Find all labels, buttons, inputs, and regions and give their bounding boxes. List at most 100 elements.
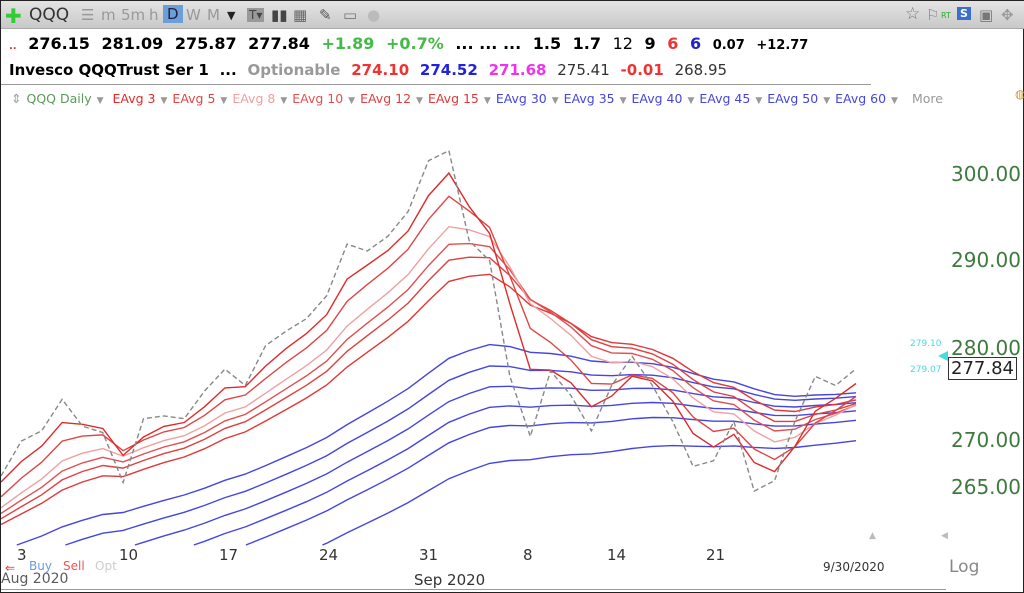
arrow-icon[interactable]: ⇐ bbox=[5, 561, 16, 575]
legend-item[interactable]: EAvg 60 bbox=[835, 91, 887, 106]
p3: 271.68 bbox=[488, 61, 547, 79]
legend-item[interactable]: EAvg 15 bbox=[427, 91, 479, 106]
interval-m[interactable]: m bbox=[101, 6, 116, 24]
y-tick-label: 280.00 bbox=[951, 336, 1021, 361]
bottom-divider bbox=[1, 589, 946, 590]
chevron-down-icon[interactable]: ▼ bbox=[348, 96, 356, 106]
chevron-down-icon[interactable]: ▼ bbox=[483, 96, 491, 106]
legend-item[interactable]: EAvg 5 bbox=[172, 91, 216, 106]
chevron-down-icon[interactable]: ▼ bbox=[891, 96, 898, 106]
note-icon[interactable]: ▭ bbox=[343, 6, 358, 24]
legend-item[interactable]: EAvg 50 bbox=[767, 91, 819, 106]
legend-item[interactable]: EAvg 30 bbox=[495, 91, 547, 106]
chevron-down-icon[interactable]: ▼ bbox=[220, 96, 228, 106]
x-tick-label: 17 bbox=[219, 546, 239, 564]
x-tick-label: 24 bbox=[319, 546, 339, 564]
left-date-label: Aug 2020 bbox=[1, 571, 69, 587]
optionable-label: Optionable bbox=[247, 61, 341, 79]
ema-line-40 bbox=[134, 385, 857, 546]
chevron-down-icon[interactable]: ▼ bbox=[416, 96, 423, 106]
ema-line-8 bbox=[1, 225, 857, 509]
legend-item[interactable]: EAvg 35 bbox=[563, 91, 615, 106]
chevron-down-icon[interactable]: ▼ bbox=[823, 96, 831, 106]
log-scale-toggle[interactable]: Log bbox=[949, 557, 980, 577]
v7: 0.07 bbox=[712, 38, 745, 53]
star-icon[interactable]: ☆ bbox=[905, 4, 921, 24]
text-tool-icon[interactable]: T▾ bbox=[247, 8, 265, 22]
bar-chart-icon[interactable]: ▮▮ bbox=[271, 6, 288, 24]
legend-item[interactable]: EAvg 45 bbox=[699, 91, 751, 106]
legend-item[interactable]: EAvg 3 bbox=[112, 91, 156, 106]
ema-line-15 bbox=[1, 273, 857, 526]
p5: -0.01 bbox=[620, 61, 664, 79]
y-tick-label: 300.00 bbox=[951, 162, 1021, 186]
v4: 9 bbox=[644, 34, 656, 53]
ema-line-45 bbox=[193, 401, 857, 546]
globe-icon[interactable]: ◍ bbox=[1015, 87, 1024, 101]
rt-label[interactable]: RT bbox=[941, 11, 951, 20]
y-tick-label: 270.00 bbox=[951, 428, 1021, 453]
interval-mo[interactable]: M bbox=[207, 6, 220, 24]
price-chart[interactable] bbox=[1, 85, 946, 547]
ema-line-50 bbox=[245, 416, 857, 546]
close-value: 277.84 bbox=[248, 34, 310, 53]
legend-item[interactable]: EAvg 12 bbox=[360, 91, 412, 106]
grid-icon[interactable]: ▦ bbox=[293, 6, 308, 24]
last-price-box: 277.84 bbox=[948, 357, 1017, 380]
ema-line-30 bbox=[16, 343, 857, 546]
v8: +12.77 bbox=[756, 38, 809, 53]
interval-d[interactable]: D bbox=[163, 5, 183, 23]
price-marker-icon bbox=[938, 351, 948, 361]
save-icon[interactable]: ▣ bbox=[979, 6, 994, 24]
legend-item[interactable]: EAvg 10 bbox=[292, 91, 344, 106]
share-icon[interactable]: ● bbox=[367, 6, 381, 24]
chevron-down-icon[interactable]: ▼ bbox=[687, 96, 695, 106]
ema-line-5 bbox=[1, 195, 857, 498]
scroll-left-icon[interactable]: ◀ bbox=[941, 531, 948, 541]
x-tick-label: 3 bbox=[17, 546, 27, 564]
p1: 274.10 bbox=[351, 61, 410, 79]
buy-button[interactable]: Buy bbox=[29, 559, 52, 573]
chevron-down-icon[interactable]: ▼ bbox=[551, 96, 559, 106]
flag-icon[interactable]: ⚐ bbox=[926, 6, 940, 24]
move-icon[interactable]: ✥ bbox=[1001, 6, 1014, 24]
interval-5m[interactable]: 5m bbox=[121, 6, 146, 24]
interval-w[interactable]: W bbox=[186, 6, 201, 24]
list-icon[interactable]: ☰ bbox=[81, 6, 95, 24]
pencil-icon[interactable]: ✎ bbox=[319, 6, 332, 24]
x-tick-label: 8 bbox=[523, 546, 533, 564]
add-icon[interactable]: ✚ bbox=[5, 4, 22, 28]
chevron-down-icon[interactable]: ▼ bbox=[280, 96, 288, 106]
p6: 268.95 bbox=[674, 61, 728, 79]
p2: 274.52 bbox=[419, 61, 478, 79]
dropdown-icon[interactable]: ▼ bbox=[227, 9, 236, 22]
legend-item[interactable]: EAvg 40 bbox=[631, 91, 683, 106]
price-line bbox=[1, 149, 857, 493]
more-button[interactable]: More bbox=[911, 91, 943, 106]
x-tick-label: 31 bbox=[419, 546, 439, 564]
sell-button[interactable]: Sell bbox=[63, 559, 85, 573]
chevron-down-icon[interactable]: ▼ bbox=[619, 96, 627, 106]
chevron-down-icon[interactable]: ▼ bbox=[755, 96, 763, 106]
s-button[interactable]: S bbox=[957, 7, 971, 20]
chevron-down-icon[interactable]: ▼ bbox=[96, 96, 104, 106]
reorder-icon[interactable]: ⇕ bbox=[11, 91, 22, 106]
ema-line-35 bbox=[65, 365, 857, 546]
info-dots[interactable]: ... bbox=[219, 61, 237, 79]
divider bbox=[1, 84, 871, 85]
v5: 6 bbox=[667, 34, 679, 53]
opt-button[interactable]: Opt bbox=[95, 559, 117, 573]
legend-main[interactable]: QQQ Daily bbox=[26, 91, 92, 106]
dot-marker: .. bbox=[9, 41, 17, 52]
cyan-low-label: 279.07 bbox=[910, 365, 942, 375]
chevron-down-icon[interactable]: ▼ bbox=[160, 96, 168, 106]
change-pct-value: +0.7% bbox=[385, 34, 444, 53]
scroll-up-icon[interactable]: ▲ bbox=[869, 531, 876, 541]
legend-item[interactable]: EAvg 8 bbox=[232, 91, 276, 106]
high-value: 281.09 bbox=[101, 34, 164, 53]
quote-row: .. 276.15 281.09 275.87 277.84 +1.89 +0.… bbox=[9, 34, 814, 53]
symbol-label[interactable]: QQQ bbox=[29, 5, 70, 25]
ema-line-3 bbox=[1, 171, 857, 483]
interval-h[interactable]: h bbox=[149, 6, 159, 24]
change-value: +1.89 bbox=[321, 34, 375, 53]
